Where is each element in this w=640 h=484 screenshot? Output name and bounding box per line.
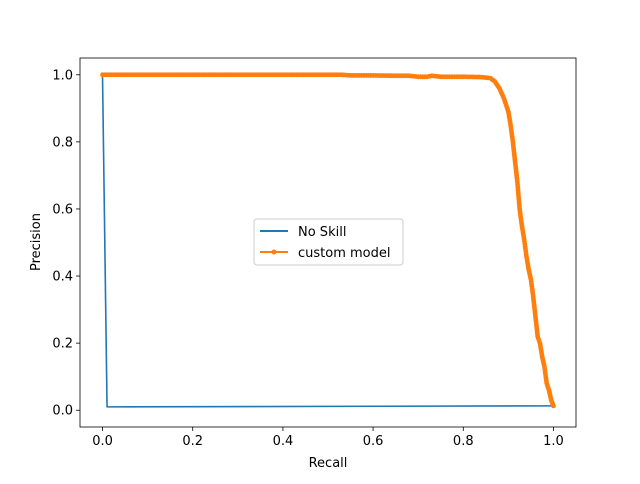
series-markers-custom-model [100,72,556,409]
legend-label-no-skill: No Skill [298,225,346,240]
x-tick-label: 0.6 [363,434,384,449]
legend-label-custom-model: custom model [298,246,391,261]
y-axis-label: Precision [29,213,44,271]
legend-marker-custom-model [271,249,277,255]
y-tick-label: 0.2 [52,337,73,352]
x-tick-label: 0.0 [92,434,113,449]
data-point [551,403,556,409]
legend: No Skill custom model [253,218,404,266]
axes-frame [79,57,577,428]
x-tick-label: 0.2 [182,434,203,449]
y-axis: 0.0 0.2 0.4 0.6 0.8 1.0 [52,68,80,419]
x-axis: 0.0 0.2 0.4 0.6 0.8 1.0 [92,427,564,449]
legend-box [253,218,404,266]
plot-area [100,72,556,409]
x-tick-label: 0.4 [273,434,294,449]
x-tick-label: 0.8 [453,434,474,449]
y-tick-label: 0.0 [52,404,73,419]
x-axis-label: Recall [309,456,348,471]
x-tick-label: 1.0 [543,434,564,449]
y-tick-label: 0.4 [52,270,73,285]
y-tick-label: 0.8 [52,135,73,150]
y-tick-label: 1.0 [52,68,73,83]
y-tick-label: 0.6 [52,202,73,217]
